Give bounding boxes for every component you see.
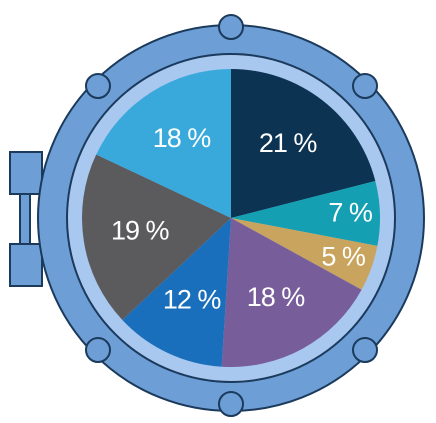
slice-label: 12 % — [163, 285, 222, 315]
pie: 21 % 7 % 5 % 18 % 12 % 19 % 18 % — [81, 69, 380, 368]
bolts — [85, 14, 378, 417]
pie-slice — [231, 218, 378, 290]
slice-label: 21 % — [259, 128, 318, 158]
pie-slice — [122, 218, 231, 367]
slice-label: 19 % — [111, 216, 170, 246]
pie-slice — [81, 154, 231, 320]
pie-slice — [231, 69, 376, 218]
pie-slice — [231, 180, 380, 246]
slice-label: 7 % — [328, 197, 373, 227]
slice-label: 5 % — [321, 242, 366, 272]
slice-label: 18 % — [153, 123, 212, 153]
pie-slice — [221, 218, 362, 368]
pie-slice — [96, 69, 231, 218]
slice-label: 18 % — [247, 282, 306, 312]
